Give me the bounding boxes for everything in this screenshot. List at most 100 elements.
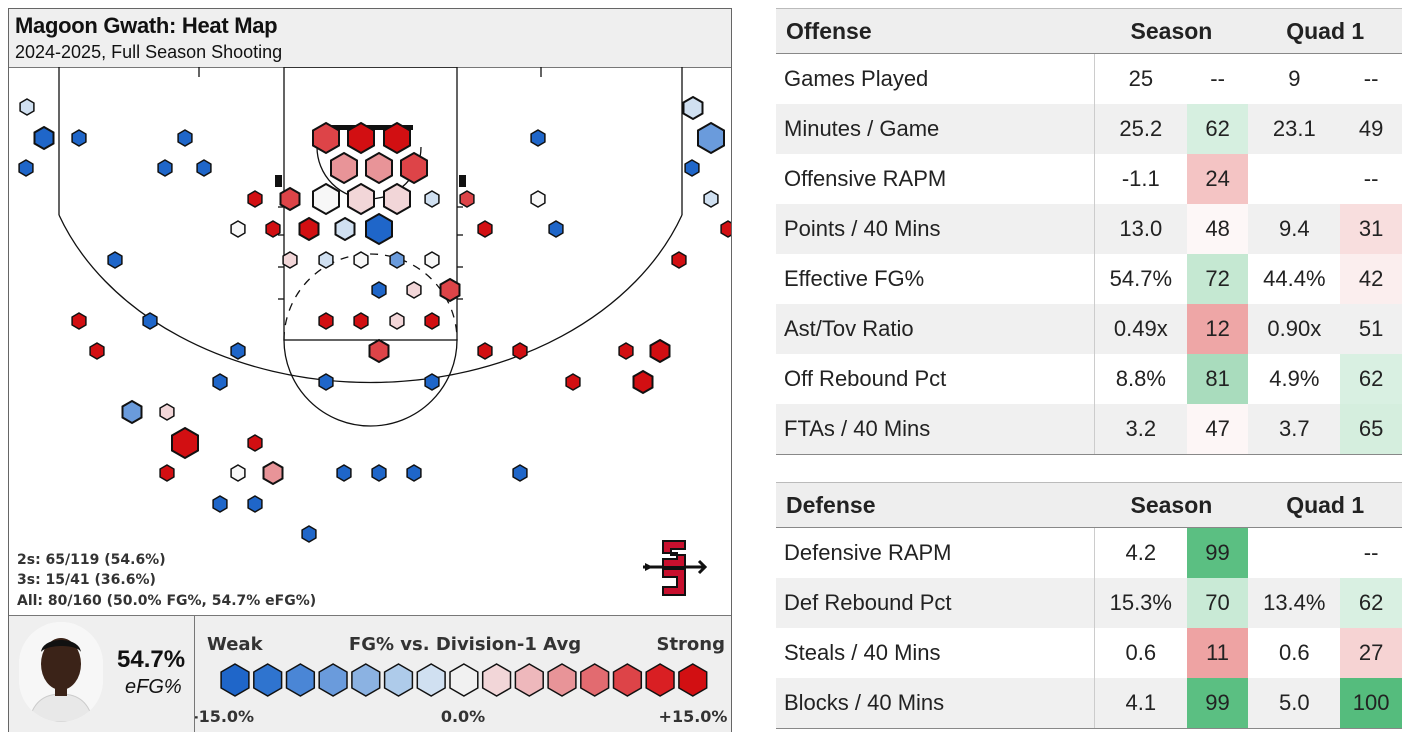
shot-hexagon (177, 129, 193, 147)
shot-hexagon (318, 312, 334, 330)
shot-hexagon (230, 342, 246, 360)
shot-hexagon (230, 220, 246, 238)
shot-hexagon (684, 159, 700, 177)
quad-percentile: 31 (1340, 204, 1402, 254)
shot-hexagon (406, 464, 422, 482)
legend-swatch (514, 663, 544, 697)
shot-hexagon (318, 251, 334, 269)
sdsu-logo (643, 540, 707, 596)
shot-hexagon (279, 186, 301, 212)
legend-swatch (580, 663, 610, 697)
shot-hexagon (400, 151, 428, 185)
shot-hexagon (171, 426, 199, 460)
legend-swatch (645, 663, 675, 697)
shot-hexagon (212, 495, 228, 513)
heat-map-subtitle: 2024-2025, Full Season Shooting (15, 42, 283, 62)
season-percentile: 24 (1186, 154, 1249, 204)
shot-hexagon (247, 495, 263, 513)
offense-header: Offense (776, 8, 1095, 54)
metric-label: Steals / 40 Mins (776, 628, 1095, 678)
shot-hexagon (312, 121, 340, 155)
efg-label: eFG% (125, 676, 182, 698)
offense-table: Offense Season Quad 1 Games Played 25 -- 9 -… (776, 8, 1402, 455)
quad-percentile: -- (1340, 527, 1402, 578)
shot-hexagon (19, 98, 35, 116)
shot-hexagon (565, 373, 581, 391)
legend-swatch (449, 663, 479, 697)
legend-mid: 0.0% (441, 707, 485, 726)
shot-hexagon (330, 151, 358, 185)
shot-hexagon (512, 464, 528, 482)
all-shots-stat: All: 80/160 (50.0% FG%, 54.7% eFG%) (17, 593, 317, 609)
metric-label: Def Rebound Pct (776, 578, 1095, 628)
legend-swatch (416, 663, 446, 697)
shot-hexagon (121, 399, 143, 425)
shot-hexagon-layer (18, 95, 731, 543)
shot-hexagon (301, 525, 317, 543)
shot-hexagon (318, 373, 334, 391)
quad-value: 9 (1288, 66, 1301, 91)
quad-percentile: 27 (1340, 628, 1402, 678)
season-value: 15.3% (1094, 578, 1187, 628)
season-percentile: 62 (1186, 104, 1249, 154)
shot-hexagon (247, 434, 263, 452)
quad-percentile: 62 (1340, 578, 1402, 628)
shot-hexagon (477, 342, 493, 360)
legend-strong-label: Strong (656, 634, 725, 655)
shot-hexagon (368, 338, 390, 364)
quad-percentile: 49 (1340, 104, 1402, 154)
shot-heat-map-panel: Magoon Gwath: Heat Map 2024-2025, Full S… (8, 8, 732, 732)
legend-swatch (678, 663, 708, 697)
season-percentile: -- (1186, 53, 1249, 104)
shot-hexagon (353, 251, 369, 269)
table-row: Blocks / 40 Mins 4.1 99 5.0 100 (776, 678, 1402, 729)
shot-hexagon (477, 220, 493, 238)
legend-swatch (285, 663, 316, 697)
shot-hexagon (703, 190, 719, 208)
table-row: Effective FG% 54.7% 72 44.4% 42 (776, 254, 1402, 304)
season-value: 25.2 (1094, 104, 1187, 154)
season-value: 4.1 (1094, 678, 1187, 729)
legend-swatch (220, 663, 250, 697)
color-legend: Weak FG% vs. Division-1 Avg Strong -15.0… (195, 634, 727, 726)
defense-table: Defense Season Quad 1 Defensive RAPM 4.2 9… (776, 482, 1402, 729)
season-value: 3.2 (1094, 404, 1187, 455)
season-value: 25 (1128, 66, 1154, 91)
heat-map-header: Magoon Gwath: Heat Map 2024-2025, Full S… (9, 9, 731, 68)
shot-hexagon (282, 251, 298, 269)
quad-value: 5.0 (1248, 678, 1341, 729)
quad-value: 0.6 (1278, 640, 1310, 665)
shot-hexagon (371, 464, 387, 482)
shot-hexagon (424, 373, 440, 391)
season-percentile: 99 (1186, 678, 1249, 729)
shot-hexagon (247, 190, 263, 208)
basketball-court-chart (18, 67, 731, 543)
shot-hexagon (196, 159, 212, 177)
season-percentile: 81 (1186, 354, 1249, 404)
season-value: 0.49x (1094, 304, 1187, 354)
table-row: Minutes / Game 25.2 62 23.1 49 (776, 104, 1402, 154)
free-throw-circle-bottom (283, 339, 458, 427)
quad-value: 0.90x (1248, 304, 1341, 354)
shot-hexagon (389, 312, 405, 330)
heat-map-title: Magoon Gwath: Heat Map (15, 13, 278, 38)
offense-season-header: Season (1094, 8, 1249, 54)
table-row: Steals / 40 Mins 0.6 11 0.6 27 (776, 628, 1402, 678)
metric-label: Off Rebound Pct (776, 354, 1095, 404)
player-photo (19, 622, 103, 722)
shot-hexagon (230, 464, 246, 482)
shot-hexagon (159, 403, 175, 421)
threes-stat: 3s: 15/41 (36.6%) (17, 572, 156, 588)
defense-quad-header: Quad 1 (1248, 482, 1402, 528)
quad-value: 44.4% (1263, 266, 1326, 291)
metric-label: Points / 40 Mins (776, 204, 1095, 254)
shot-hexagon (439, 277, 461, 303)
legend-swatch (481, 663, 512, 697)
legend-area: 54.7% eFG% Weak FG% vs. Division-1 Avg S… (9, 615, 731, 732)
shot-hexagon (424, 251, 440, 269)
shot-hexagon (334, 216, 356, 242)
metric-label: Blocks / 40 Mins (776, 678, 1095, 729)
shot-hexagon (371, 281, 387, 299)
season-value: 54.7% (1109, 266, 1173, 291)
legend-title: FG% vs. Division-1 Avg (349, 634, 581, 655)
